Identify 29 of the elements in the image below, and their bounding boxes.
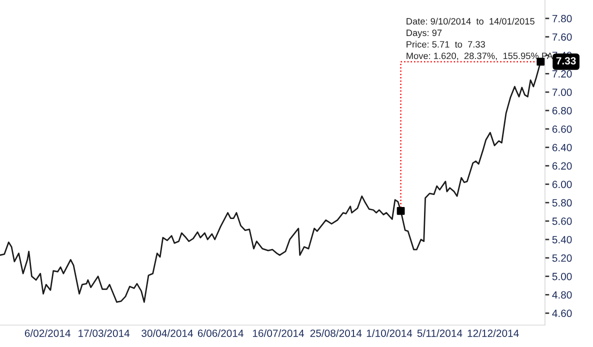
y-tick-label: 6.60 bbox=[552, 125, 572, 133]
x-tick-label: 6/06/2014 bbox=[198, 329, 244, 337]
x-tick-label: 5/11/2014 bbox=[417, 329, 462, 337]
y-tick-label: 6.40 bbox=[552, 144, 572, 152]
x-tick-label: 1/10/2014 bbox=[366, 329, 412, 337]
y-tick-label: 5.20 bbox=[552, 254, 572, 262]
y-tick-label: 7.60 bbox=[552, 33, 572, 41]
y-tick-label: 4.80 bbox=[552, 291, 572, 299]
y-tick-label: 5.40 bbox=[552, 236, 572, 244]
y-tick-label: 5.80 bbox=[552, 199, 572, 207]
x-tick-label: 30/04/2014 bbox=[142, 329, 194, 337]
y-tick-label: 7.80 bbox=[552, 14, 572, 22]
y-tick-label: 5.60 bbox=[552, 218, 572, 225]
y-tick-label: 7.00 bbox=[552, 88, 572, 96]
annotation: 7.33 bbox=[556, 57, 576, 65]
x-tick-label: 16/07/2014 bbox=[252, 329, 304, 337]
x-tick-label: 6/02/2014 bbox=[24, 329, 70, 337]
y-tick-label: 6.00 bbox=[552, 180, 572, 188]
y-tick-label: 7.20 bbox=[552, 70, 572, 78]
x-tick-label: 17/03/2014 bbox=[78, 329, 130, 337]
x-tick-label: 12/12/2014 bbox=[468, 329, 519, 337]
x-tick-label: 25/08/2014 bbox=[310, 329, 362, 337]
y-tick-label: 4.60 bbox=[552, 310, 572, 318]
y-tick-label: 6.20 bbox=[552, 162, 572, 170]
y-tick-label: 5.00 bbox=[552, 272, 572, 280]
annotation: Price: 5.71 to 7.33 bbox=[406, 40, 485, 48]
annotation: Days: 97 bbox=[406, 30, 442, 38]
annotation: Date: 9/10/2014 to 14/01/2015 bbox=[406, 18, 534, 25]
y-tick-label: 6.80 bbox=[552, 107, 572, 114]
